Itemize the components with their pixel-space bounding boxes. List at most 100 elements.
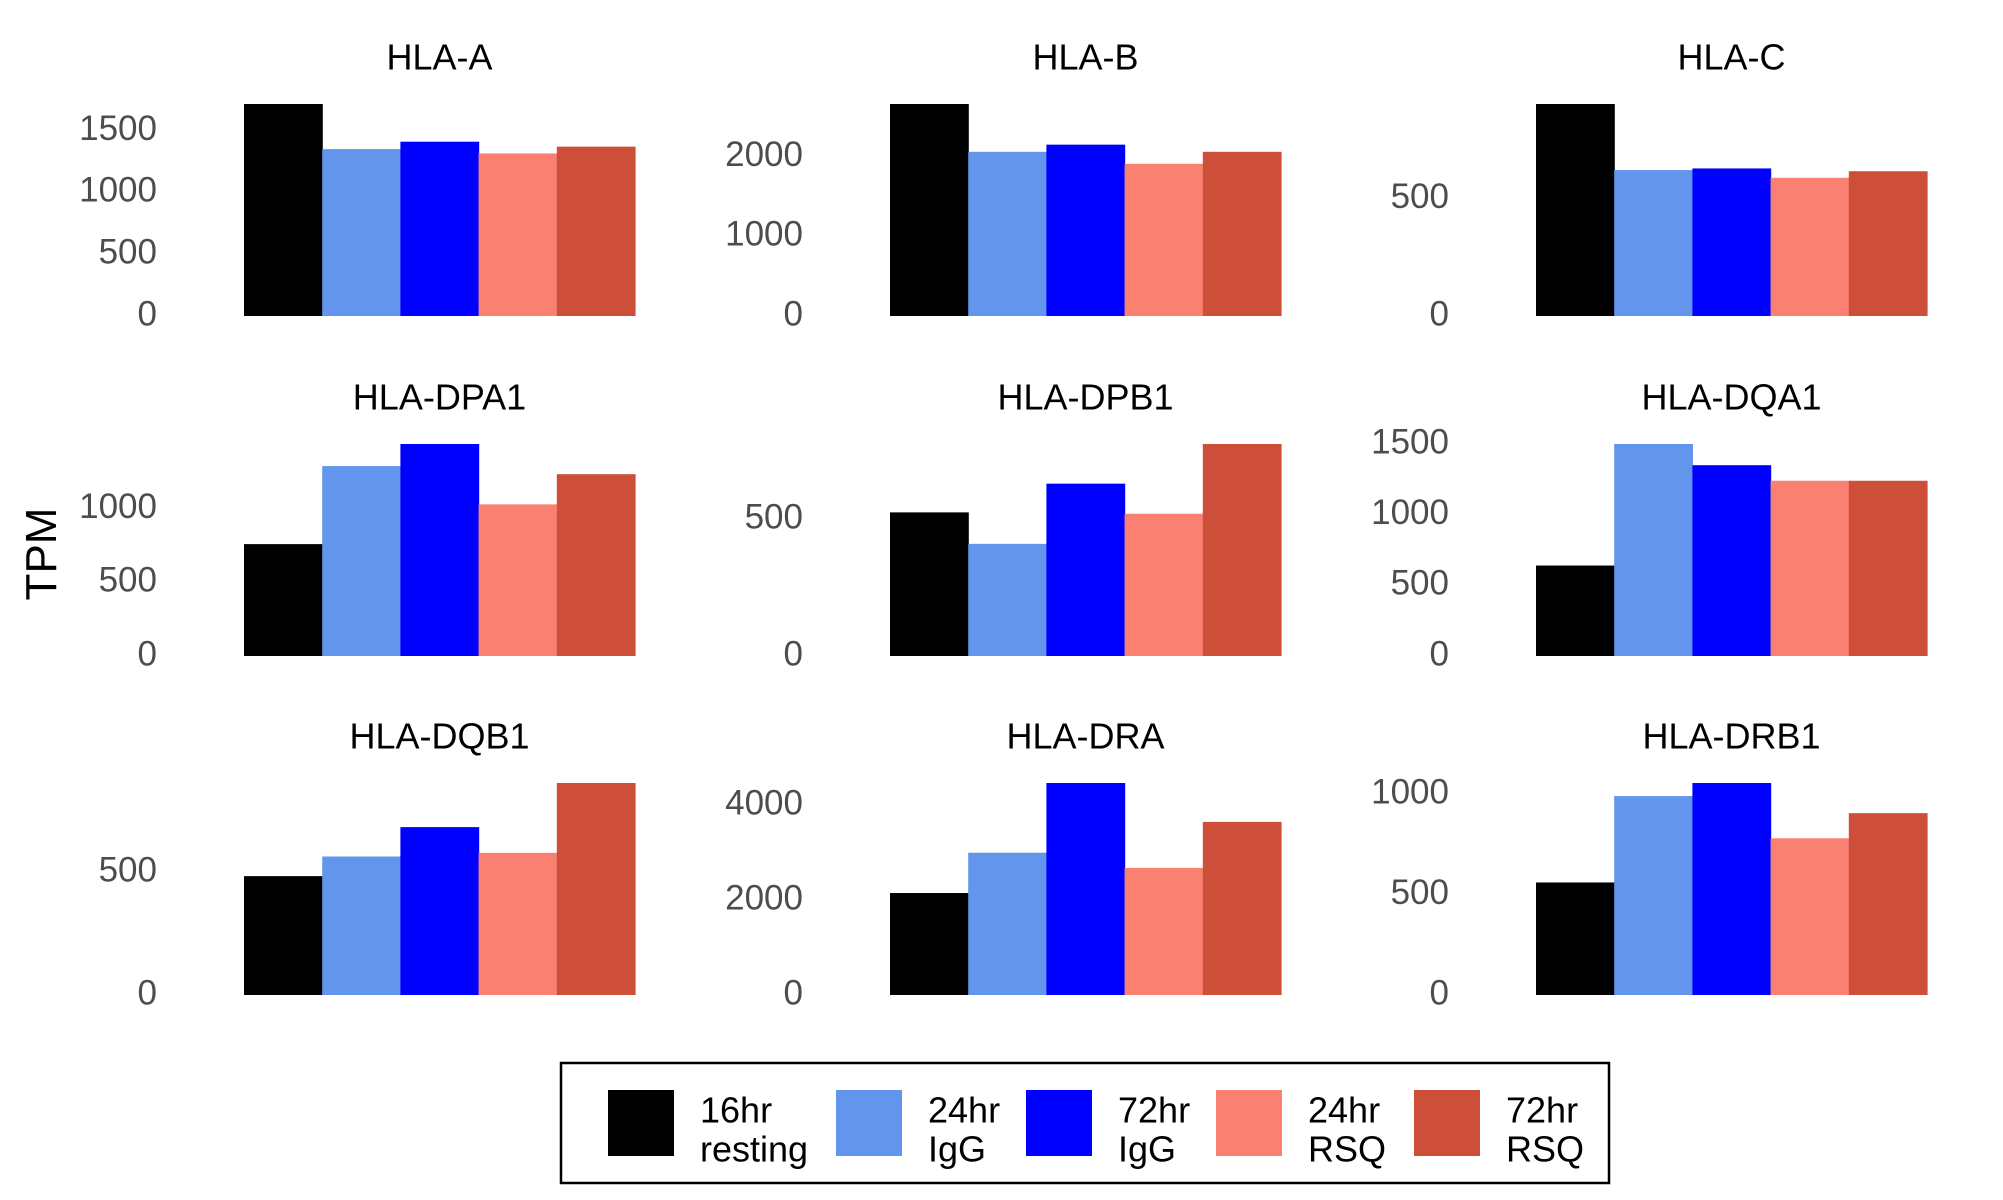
y-tick-label: 0: [784, 973, 803, 1012]
y-tick-label: 500: [1391, 564, 1449, 603]
bar-16hr-resting: [1536, 882, 1615, 995]
y-tick-label: 500: [1391, 177, 1449, 216]
legend-label-line1: 24hr: [928, 1090, 1000, 1131]
bar-16hr-resting: [1536, 565, 1615, 656]
panel-hla-dqb1: HLA-DQB1 0 500: [99, 716, 636, 1012]
y-tick-label: 1000: [79, 487, 157, 526]
bar-24hr-igg: [1614, 444, 1693, 656]
bar-24hr-rsq: [478, 852, 558, 995]
y-tick-label: 0: [784, 634, 803, 673]
bar-24hr-igg: [322, 149, 401, 316]
bar-24hr-igg: [968, 852, 1047, 995]
bar-72hr-rsq: [1202, 821, 1282, 995]
bar-16hr-resting: [890, 104, 969, 316]
bar-24hr-rsq: [478, 504, 558, 656]
bar-72hr-rsq: [556, 783, 636, 995]
panel-hla-dpb1: HLA-DPB1 0 500: [745, 377, 1282, 673]
bar-24hr-rsq: [1124, 867, 1204, 995]
panel-title: HLA-DQA1: [1641, 377, 1821, 418]
legend-label-line2: resting: [700, 1129, 808, 1170]
bar-24hr-rsq: [1770, 177, 1850, 316]
panel-hla-c: HLA-C 0 500: [1391, 37, 1928, 333]
y-tick-label: 1500: [1371, 422, 1449, 461]
y-tick-label: 0: [138, 634, 157, 673]
y-tick-label: 2000: [725, 878, 803, 917]
legend-label-line1: 72hr: [1506, 1090, 1578, 1131]
y-tick-label: 1000: [725, 215, 803, 254]
bar-24hr-igg: [1614, 170, 1693, 316]
bar-72hr-igg: [1046, 144, 1126, 316]
panel-title: HLA-C: [1677, 37, 1785, 78]
bar-72hr-igg: [400, 141, 480, 316]
y-tick-label: 500: [99, 561, 157, 600]
bar-24hr-rsq: [1770, 838, 1850, 995]
y-tick-label: 500: [99, 232, 157, 271]
bar-72hr-igg: [1046, 483, 1126, 656]
panel-title: HLA-B: [1032, 37, 1138, 78]
y-axis-title: TPM: [17, 508, 66, 601]
bar-72hr-rsq: [1848, 813, 1928, 995]
bar-72hr-igg: [400, 444, 480, 656]
panel-hla-b: HLA-B 0 1000 2000: [725, 37, 1282, 333]
legend-label-line2: RSQ: [1308, 1129, 1386, 1170]
panel-hla-dpa1: HLA-DPA1 0 500 1000: [79, 377, 636, 673]
legend-key: [1026, 1090, 1092, 1156]
panel-hla-dra: HLA-DRA 0 2000 4000: [725, 716, 1282, 1012]
legend-label-line2: IgG: [928, 1129, 986, 1170]
y-tick-label: 500: [99, 851, 157, 890]
panel-title: HLA-A: [386, 37, 492, 78]
chart-panels: HLA-A 0 500 1000 1500 HLA-B 0 1000 2000 HLA-C 0 500…: [79, 37, 1928, 1012]
y-tick-label: 0: [1430, 294, 1449, 333]
bar-24hr-rsq: [478, 153, 558, 316]
legend-key: [836, 1090, 902, 1156]
legend-key: [1414, 1090, 1480, 1156]
legend-label-line1: 24hr: [1308, 1090, 1380, 1131]
panel-hla-drb1: HLA-DRB1 0 500 1000: [1371, 716, 1928, 1012]
bar-24hr-igg: [968, 151, 1047, 316]
y-tick-label: 1000: [1371, 772, 1449, 811]
bar-24hr-igg: [322, 856, 401, 995]
bar-16hr-resting: [244, 104, 323, 316]
y-tick-label: 1000: [79, 171, 157, 210]
panel-title: HLA-DRB1: [1642, 716, 1820, 757]
y-tick-label: 0: [138, 973, 157, 1012]
bar-72hr-rsq: [556, 146, 636, 316]
bar-16hr-resting: [244, 544, 323, 656]
bar-24hr-rsq: [1124, 513, 1204, 656]
bar-24hr-rsq: [1770, 480, 1850, 656]
panel-title: HLA-DQB1: [349, 716, 529, 757]
bar-72hr-igg: [1692, 168, 1772, 316]
panel-hla-dqa1: HLA-DQA1 0 500 1000 1500: [1371, 377, 1928, 673]
y-tick-label: 0: [784, 294, 803, 333]
y-tick-label: 4000: [725, 784, 803, 823]
y-tick-label: 500: [1391, 873, 1449, 912]
y-tick-label: 1000: [1371, 493, 1449, 532]
legend-label-line2: RSQ: [1506, 1129, 1584, 1170]
bar-72hr-rsq: [1202, 444, 1282, 656]
y-tick-label: 0: [138, 294, 157, 333]
bar-72hr-igg: [400, 827, 480, 995]
legend-label-line1: 72hr: [1118, 1090, 1190, 1131]
bar-16hr-resting: [890, 893, 969, 995]
bar-72hr-igg: [1692, 783, 1772, 995]
bar-16hr-resting: [244, 876, 323, 995]
bar-72hr-rsq: [556, 474, 636, 656]
bar-24hr-igg: [968, 543, 1047, 656]
legend-key: [1216, 1090, 1282, 1156]
bar-72hr-igg: [1046, 783, 1126, 995]
bar-16hr-resting: [1536, 104, 1615, 316]
bar-24hr-rsq: [1124, 163, 1204, 316]
bar-72hr-rsq: [1202, 151, 1282, 316]
panel-hla-a: HLA-A 0 500 1000 1500: [79, 37, 636, 333]
bar-24hr-igg: [1614, 796, 1693, 995]
legend-key: [608, 1090, 674, 1156]
panel-title: HLA-DRA: [1006, 716, 1164, 757]
panel-title: HLA-DPB1: [997, 377, 1173, 418]
